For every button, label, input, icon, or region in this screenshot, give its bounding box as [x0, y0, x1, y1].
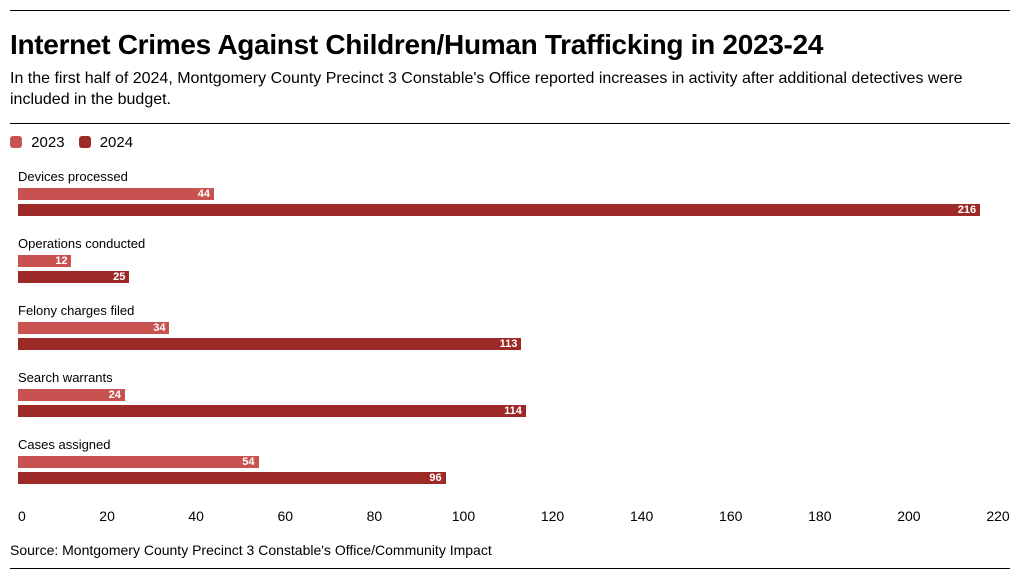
x-axis: 020406080100120140160180200220	[18, 504, 990, 528]
bar: 25	[18, 271, 129, 283]
bottom-rule	[10, 568, 1010, 569]
bar-group: Operations conducted 12 25	[18, 236, 990, 283]
bar-value: 34	[153, 322, 165, 334]
bar: 113	[18, 338, 521, 350]
bar-value: 24	[109, 389, 121, 401]
bar: 24	[18, 389, 125, 401]
bar-value: 44	[198, 188, 210, 200]
bar-row: 34	[18, 322, 990, 334]
bar-row: 96	[18, 472, 990, 484]
bar-row: 54	[18, 456, 990, 468]
bar-value: 54	[242, 456, 254, 468]
bar-row: 114	[18, 405, 990, 417]
bar: 216	[18, 204, 980, 216]
chart-subtitle: In the first half of 2024, Montgomery Co…	[10, 69, 1010, 111]
axis-tick: 60	[277, 508, 293, 524]
bar: 12	[18, 255, 71, 267]
axis-tick: 140	[630, 508, 653, 524]
chart-frame: Internet Crimes Against Children/Human T…	[0, 0, 1020, 579]
category-label: Devices processed	[18, 169, 990, 184]
legend-swatch-2023	[10, 136, 22, 148]
category-label: Felony charges filed	[18, 303, 990, 318]
legend-label-2023: 2023	[31, 134, 64, 151]
top-rule	[10, 10, 1010, 11]
bar-value: 113	[500, 338, 518, 350]
bar-value: 114	[504, 405, 522, 417]
bar-row: 24	[18, 389, 990, 401]
axis-tick: 80	[367, 508, 383, 524]
axis-tick: 220	[986, 508, 1009, 524]
category-label: Search warrants	[18, 370, 990, 385]
chart: Devices processed 44 216 Operations conduct…	[10, 169, 990, 528]
legend-label-2024: 2024	[100, 134, 133, 151]
chart-title: Internet Crimes Against Children/Human T…	[10, 29, 1010, 61]
category-label: Operations conducted	[18, 236, 990, 251]
legend-swatch-2024	[79, 136, 91, 148]
bar-group: Search warrants 24 114	[18, 370, 990, 417]
bar-value: 216	[958, 204, 976, 216]
bar: 34	[18, 322, 169, 334]
bar-value: 12	[55, 255, 67, 267]
legend-item-2024: 2024	[79, 134, 134, 151]
bar-group: Devices processed 44 216	[18, 169, 990, 216]
axis-tick: 20	[99, 508, 115, 524]
bar: 44	[18, 188, 214, 200]
legend: 2023 2024	[10, 124, 1010, 169]
bar: 96	[18, 472, 446, 484]
bar-value: 25	[113, 271, 125, 283]
bar-row: 44	[18, 188, 990, 200]
bar: 54	[18, 456, 259, 468]
bar: 114	[18, 405, 526, 417]
legend-item-2023: 2023	[10, 134, 65, 151]
axis-tick: 0	[18, 508, 26, 524]
bar-group: Cases assigned 54 96	[18, 437, 990, 484]
bar-row: 12	[18, 255, 990, 267]
axis-tick: 100	[452, 508, 475, 524]
bar-value: 96	[429, 472, 441, 484]
bar-row: 113	[18, 338, 990, 350]
source-line: Source: Montgomery County Precinct 3 Con…	[10, 542, 1010, 558]
axis-tick: 40	[188, 508, 204, 524]
axis-tick: 200	[897, 508, 920, 524]
bar-row: 216	[18, 204, 990, 216]
axis-tick: 180	[808, 508, 831, 524]
category-label: Cases assigned	[18, 437, 990, 452]
bar-row: 25	[18, 271, 990, 283]
axis-tick: 120	[541, 508, 564, 524]
bar-group: Felony charges filed 34 113	[18, 303, 990, 350]
axis-tick: 160	[719, 508, 742, 524]
